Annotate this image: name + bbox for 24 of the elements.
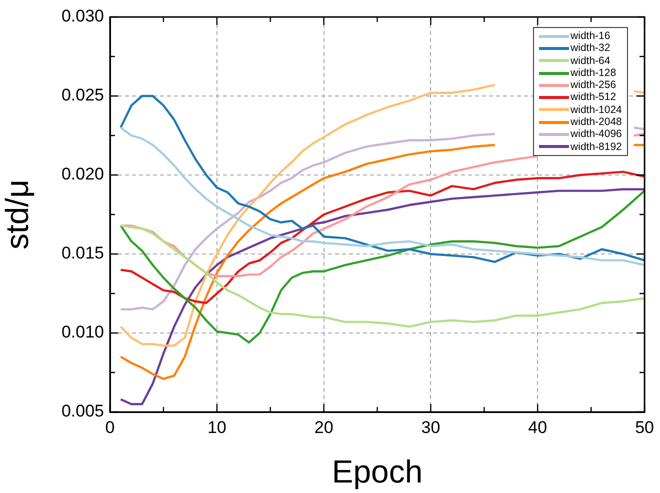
y-tick-label: 0.030	[61, 6, 104, 26]
y-tick-label: 0.015	[61, 244, 104, 263]
y-axis-title: std/μ	[0, 179, 36, 250]
y-tick-label: 0.020	[61, 164, 104, 184]
legend-label: width-1024	[570, 104, 622, 116]
x-axis-title: Epoch	[332, 454, 423, 490]
x-tick-label: 30	[421, 418, 440, 437]
y-tick-label: 0.005	[61, 402, 104, 421]
legend-label: width-512	[570, 91, 616, 104]
legend-label: width-32	[570, 42, 610, 55]
legend-label: width-256	[570, 79, 616, 92]
legend-label: width-2048	[570, 116, 622, 128]
legend-label: width-8192	[570, 140, 622, 153]
legend-label: width-64	[570, 54, 610, 67]
x-tick-label: 50	[635, 418, 654, 437]
y-tick-label: 0.010	[61, 322, 104, 342]
legend-label: width-128	[570, 66, 616, 80]
x-tick-label: 40	[528, 418, 548, 437]
y-tick-label: 0.025	[61, 86, 104, 105]
x-tick-label: 10	[207, 418, 226, 437]
legend-label: width-16	[570, 30, 610, 42]
x-tick-label: 20	[314, 418, 334, 437]
x-tick-label: 0	[105, 418, 115, 437]
legend-label: width-4096	[570, 128, 622, 141]
